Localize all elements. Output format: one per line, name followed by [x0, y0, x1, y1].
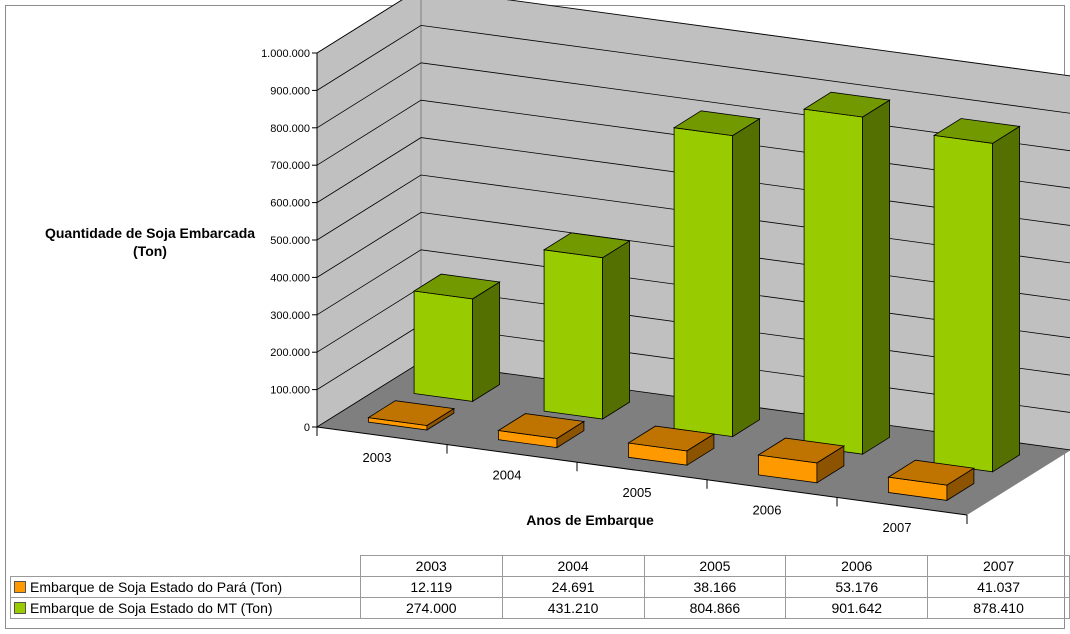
bar-front-face	[543, 249, 603, 420]
bar-top-face	[627, 425, 716, 452]
y-tick-label: 100.000	[270, 385, 310, 397]
data-table-year: 2004	[501, 555, 645, 577]
x-tick-label: 2003	[363, 450, 392, 465]
data-table-year: 2003	[359, 555, 503, 577]
mt-bar	[542, 232, 631, 420]
para-bar	[627, 425, 716, 466]
y-tick-label: 500.000	[270, 235, 310, 247]
x-axis: 2003 2004 2005 2006 2007	[316, 426, 968, 535]
data-table-year: 2005	[643, 555, 787, 577]
x-tick-label: 2007	[883, 520, 912, 535]
para-bar	[887, 459, 976, 502]
bar-top-face	[367, 400, 456, 426]
data-table: 2003 2004 2005 2006 2007 Embarque de Soj…	[10, 555, 1070, 619]
chart-plot: 0 100.000 200.000 300.000 400.000 500.000 600.…	[261, 0, 1070, 535]
mt-bar	[672, 110, 761, 438]
mt-bar	[412, 273, 501, 403]
x-tick-label: 2004	[493, 467, 522, 482]
data-table-cell: 878.410	[927, 597, 1070, 619]
bar-top-face	[932, 118, 1021, 144]
bar-top-face	[412, 273, 501, 300]
data-table-row-mt: Embarque de Soja Estado do MT (Ton) 274.…	[10, 597, 1070, 619]
bar-top-face	[542, 232, 631, 259]
bar-front-face	[673, 127, 733, 438]
bar-side-face	[992, 125, 1020, 473]
x-tick-label: 2006	[753, 503, 782, 518]
data-table-cell: 431.210	[501, 597, 645, 619]
gridline	[316, 0, 1070, 77]
legend-key-orange	[14, 581, 26, 593]
x-axis-title: Anos de Embarque	[526, 512, 654, 528]
bar-front-face	[413, 290, 474, 402]
data-table-cell: 12.119	[359, 576, 503, 598]
data-table-year: 2007	[927, 555, 1070, 577]
bar-top-face	[757, 437, 846, 464]
bar-top-face	[497, 413, 586, 439]
legend-label: Embarque de Soja Estado do Pará (Ton)	[30, 579, 283, 595]
y-tick-label: 700.000	[270, 160, 310, 172]
y-tick-label: 400.000	[270, 272, 310, 284]
data-table-cell: 24.691	[501, 576, 645, 598]
y-tick-label: 600.000	[270, 198, 310, 210]
bar-side-face	[602, 240, 630, 420]
y-axis: 0 100.000 200.000 300.000 400.000 500.000 600.…	[261, 48, 318, 434]
para-bar	[497, 413, 586, 449]
legend-label: Embarque de Soja Estado do MT (Ton)	[30, 600, 273, 616]
bar-side-face	[472, 281, 501, 403]
x-axis-line	[316, 426, 968, 516]
bar-top-face	[672, 110, 761, 137]
legend-entry-para: Embarque de Soja Estado do Pará (Ton)	[10, 576, 361, 598]
data-table-header-row: 2003 2004 2005 2006 2007	[11, 555, 1070, 577]
legend-key-green	[14, 602, 26, 614]
data-table-corner	[11, 556, 361, 577]
mt-bar	[932, 118, 1021, 473]
data-table-year: 2006	[785, 555, 929, 577]
y-tick-label: 800.000	[270, 123, 310, 135]
data-table-cell: 38.166	[643, 576, 787, 598]
data-table-cell: 804.866	[643, 597, 787, 619]
para-bar	[757, 437, 846, 484]
y-tick-label: 0	[304, 422, 310, 434]
y-tick-label: 900.000	[270, 85, 310, 97]
data-table-cell: 41.037	[927, 576, 1070, 598]
bar-side-face	[732, 117, 760, 438]
para-bar	[367, 400, 456, 431]
legend-entry-mt: Embarque de Soja Estado do MT (Ton)	[10, 597, 361, 619]
x-tick-label: 2005	[623, 485, 652, 500]
y-tick-label: 200.000	[270, 347, 310, 359]
bar-side-face	[862, 99, 890, 455]
y-axis-title: Quantidade de Soja Embarcada (Ton)	[44, 225, 256, 259]
bars	[367, 91, 1021, 502]
bar-front-face	[803, 108, 863, 455]
bar-top-face	[802, 91, 891, 118]
bar-front-face	[933, 134, 993, 473]
mt-bar	[802, 91, 891, 455]
chart-side-wall	[316, 0, 422, 428]
y-tick-label: 300.000	[270, 310, 310, 322]
gridline	[316, 24, 1070, 114]
data-table-row-para: Embarque de Soja Estado do Pará (Ton) 12…	[10, 576, 1070, 598]
data-table-cell: 901.642	[785, 597, 929, 619]
data-table-cell: 53.176	[785, 576, 929, 598]
bar-top-face	[887, 459, 976, 486]
y-tick-label: 1.000.000	[261, 48, 310, 60]
data-table-cell: 274.000	[359, 597, 503, 619]
